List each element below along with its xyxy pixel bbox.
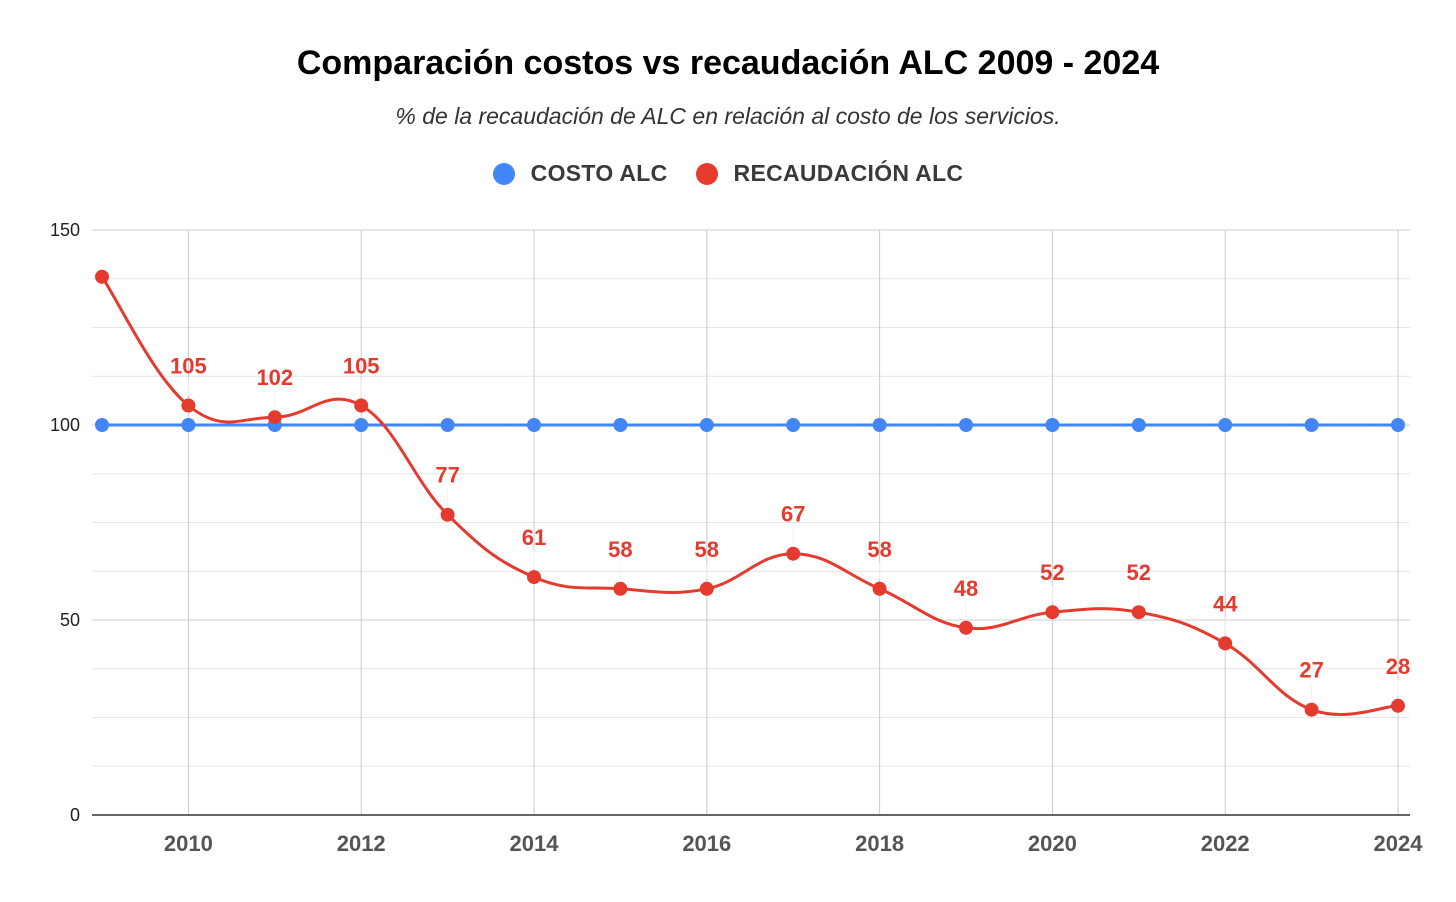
data-point-costo (1218, 418, 1233, 432)
data-label-recaudacion: 67 (781, 502, 805, 527)
data-point-recaudacion (1131, 605, 1146, 620)
data-point-recaudacion (1304, 702, 1319, 717)
series-line-recaudacion (100, 275, 1399, 717)
data-point-costo (1131, 418, 1146, 432)
data-point-costo (872, 418, 887, 432)
data-point-recaudacion (1045, 605, 1060, 620)
data-point-recaudacion (527, 570, 541, 585)
data-point-costo (959, 418, 973, 432)
data-point-recaudacion (440, 507, 455, 522)
data-point-recaudacion (181, 398, 196, 413)
y-tick-label: 150 (50, 220, 80, 240)
data-point-recaudacion (699, 581, 714, 596)
data-label-recaudacion: 52 (1127, 560, 1151, 585)
data-point-recaudacion (354, 398, 369, 413)
data-point-costo (181, 418, 196, 432)
data-label-recaudacion: 44 (1213, 591, 1238, 616)
data-point-recaudacion (1218, 636, 1233, 651)
legend-label-costo: COSTO ALC (530, 160, 668, 186)
y-tick-label: 100 (50, 415, 80, 435)
data-point-recaudacion (267, 410, 282, 425)
data-label-recaudacion: 102 (256, 365, 293, 390)
data-point-recaudacion (1391, 698, 1405, 713)
chart-title: Comparación costos vs recaudación ALC 20… (296, 44, 1160, 82)
data-point-recaudacion (786, 546, 801, 561)
data-label-recaudacion: 77 (435, 463, 459, 488)
legend-label-recaudacion: RECAUDACIÓN ALC (733, 160, 964, 186)
data-label-recaudacion: 58 (867, 537, 891, 562)
data-label-recaudacion: 105 (343, 354, 380, 379)
data-label-recaudacion: 61 (522, 525, 546, 550)
data-point-costo (354, 418, 369, 432)
data-point-costo (699, 418, 714, 432)
x-tick-label: 2014 (510, 831, 560, 856)
data-label-recaudacion: 105 (170, 354, 207, 379)
x-tick-label: 2018 (855, 831, 904, 856)
data-point-costo (786, 418, 801, 432)
data-point-costo (613, 418, 628, 432)
legend-item-costo[interactable]: COSTO ALC (492, 160, 668, 187)
data-point-costo (440, 418, 455, 432)
legend-item-recaudacion[interactable]: RECAUDACIÓN ALC (695, 160, 964, 187)
data-point-recaudacion (959, 620, 973, 635)
x-tick-label: 2024 (1374, 831, 1424, 856)
data-point-recaudacion (872, 581, 887, 596)
data-point-costo (95, 418, 109, 432)
data-label-recaudacion: 58 (608, 537, 632, 562)
data-label-recaudacion: 27 (1299, 658, 1323, 683)
chart-legend: COSTO ALC RECAUDACIÓN ALC (0, 160, 1456, 187)
x-tick-label: 2012 (337, 831, 386, 856)
legend-marker-recaudacion (695, 162, 718, 185)
chart-subtitle: % de la recaudación de ALC en relación a… (395, 103, 1061, 129)
legend-marker-costo (492, 162, 515, 185)
data-point-recaudacion (95, 269, 109, 284)
x-tick-label: 2020 (1028, 831, 1077, 856)
y-tick-label: 50 (60, 610, 80, 630)
x-tick-label: 2022 (1201, 831, 1250, 856)
data-point-costo (1304, 418, 1319, 432)
data-label-recaudacion: 28 (1386, 654, 1410, 679)
x-tick-label: 2016 (682, 831, 731, 856)
data-point-costo (1391, 418, 1405, 432)
data-point-costo (1045, 418, 1060, 432)
data-point-recaudacion (613, 581, 628, 596)
data-point-costo (527, 418, 541, 432)
data-label-recaudacion: 52 (1040, 560, 1064, 585)
x-tick-label: 2010 (164, 831, 213, 856)
data-label-recaudacion: 48 (954, 576, 978, 601)
data-label-recaudacion: 58 (695, 537, 719, 562)
y-tick-label: 0 (70, 805, 80, 825)
